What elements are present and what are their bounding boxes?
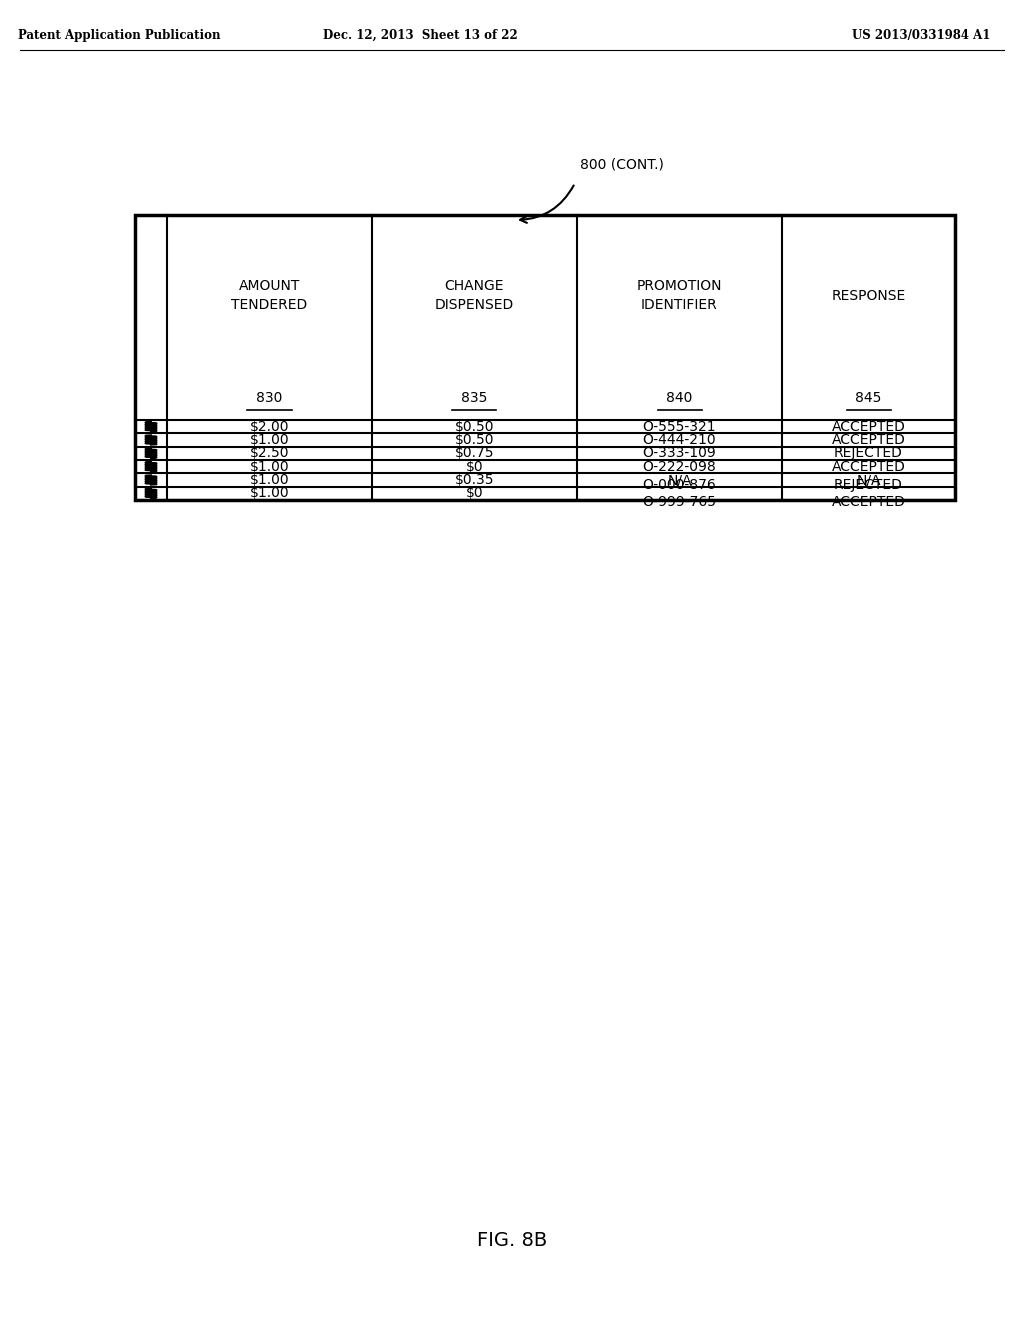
- Text: O-444-210: O-444-210: [643, 433, 717, 447]
- Text: Patent Application Publication: Patent Application Publication: [18, 29, 220, 41]
- Text: ACCEPTED: ACCEPTED: [831, 420, 905, 434]
- Text: AMOUNT
TENDERED: AMOUNT TENDERED: [231, 280, 307, 312]
- Text: REJECTED: REJECTED: [835, 446, 903, 461]
- Text: 835: 835: [462, 391, 487, 405]
- Text: $1.00: $1.00: [250, 459, 290, 474]
- Text: ACCEPTED: ACCEPTED: [831, 433, 905, 447]
- Text: RESPONSE: RESPONSE: [831, 289, 905, 302]
- Text: $0.35: $0.35: [455, 473, 495, 487]
- Text: Dec. 12, 2013  Sheet 13 of 22: Dec. 12, 2013 Sheet 13 of 22: [323, 29, 517, 41]
- Text: $2.00: $2.00: [250, 420, 289, 434]
- Text: 840: 840: [667, 391, 692, 405]
- Text: N/A: N/A: [856, 473, 881, 487]
- FancyArrowPatch shape: [520, 185, 573, 223]
- Text: $0.50: $0.50: [455, 433, 495, 447]
- Text: ACCEPTED: ACCEPTED: [831, 459, 905, 474]
- Text: 845: 845: [855, 391, 882, 405]
- Text: US 2013/0331984 A1: US 2013/0331984 A1: [852, 29, 990, 41]
- Text: $2.50: $2.50: [250, 446, 289, 461]
- Text: FIG. 8B: FIG. 8B: [477, 1230, 547, 1250]
- Text: $1.00: $1.00: [250, 486, 290, 500]
- Text: O-222-098: O-222-098: [643, 459, 717, 474]
- Text: N/A: N/A: [668, 473, 692, 487]
- Text: O-555-321: O-555-321: [643, 420, 717, 434]
- Text: O-000-876
O-999-765: O-000-876 O-999-765: [642, 478, 717, 510]
- Text: $0.50: $0.50: [455, 420, 495, 434]
- Text: $0.75: $0.75: [455, 446, 495, 461]
- Text: PROMOTION
IDENTIFIER: PROMOTION IDENTIFIER: [637, 280, 722, 312]
- Text: $1.00: $1.00: [250, 473, 290, 487]
- Text: 800 (CONT.): 800 (CONT.): [580, 158, 664, 172]
- Text: $1.00: $1.00: [250, 433, 290, 447]
- Text: CHANGE
DISPENSED: CHANGE DISPENSED: [435, 280, 514, 312]
- Text: 830: 830: [256, 391, 283, 405]
- Text: REJECTED
ACCEPTED: REJECTED ACCEPTED: [831, 478, 905, 510]
- Bar: [135, 215, 955, 500]
- Text: $0: $0: [466, 486, 483, 500]
- Text: O-333-109: O-333-109: [643, 446, 717, 461]
- Text: $0: $0: [466, 459, 483, 474]
